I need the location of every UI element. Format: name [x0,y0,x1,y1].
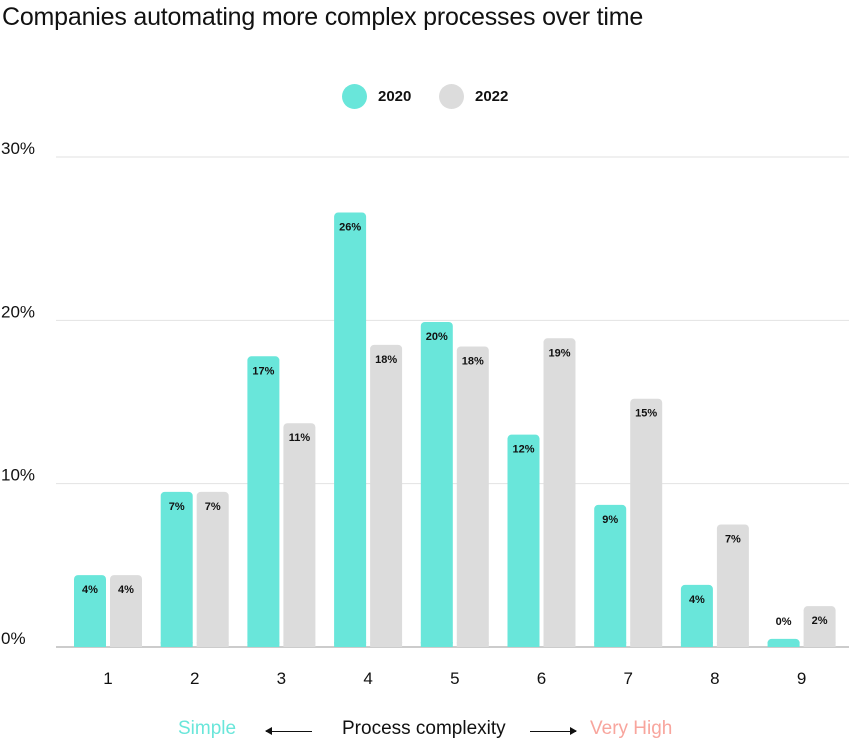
x-tick-label: 6 [537,669,546,688]
data-label-2020-8: 4% [689,594,705,606]
bar-2022-7 [630,398,663,647]
bar-2020-3 [247,356,280,647]
bar-base-2022-6 [543,642,576,647]
data-label-2020-5: 20% [426,331,448,343]
bar-base-2022-9 [803,642,836,647]
bar-base-2022-4 [370,642,403,647]
x-caption-very-high: Very High [590,718,673,739]
legend-swatch-2022 [439,84,464,109]
x-tick-label: 4 [363,669,372,688]
x-tick-label: 9 [797,669,806,688]
bar-2020-1 [74,575,106,647]
bar-base-2020-6 [507,642,540,647]
bar-2020-8 [680,584,713,647]
left-arrow-icon [265,727,312,735]
legend-item-2022: 2022 [439,84,508,109]
x-axis-label: Process complexity [342,718,506,739]
bar-base-2020-8 [680,642,713,647]
data-label-2020-1: 4% [82,584,98,596]
x-tick-label: 8 [710,669,719,688]
bar-base-2022-7 [630,642,663,647]
data-label-2022-3: 11% [289,432,311,444]
bar-base-2022-8 [716,642,749,647]
bar-base-2020-9 [767,642,800,647]
bar-2020-4 [334,212,367,648]
data-label-2022-7: 15% [635,408,657,420]
legend-label-2020: 2020 [378,88,412,105]
bar-2022-9 [803,606,836,647]
data-label-2020-9: 0% [776,616,792,628]
y-tick-label: 30% [1,139,35,158]
bar-2022-4 [370,344,403,647]
x-tick-label: 5 [450,669,459,688]
bar-base-2020-5 [420,642,453,647]
y-tick-label: 10% [1,466,35,485]
bar-2022-6 [543,338,576,647]
bar-2022-5 [456,346,489,647]
legend-swatch-2020 [342,84,367,109]
data-label-2020-7: 9% [602,514,618,526]
x-tick-label: 3 [277,669,286,688]
bar-base-2020-1 [74,642,106,647]
data-label-2020-4: 26% [339,222,361,234]
data-label-2020-3: 17% [252,365,274,377]
bar-base-2020-7 [594,642,627,647]
bar-base-2020-2 [160,642,193,647]
bar-2020-5 [420,321,453,647]
right-arrow-icon [530,727,577,735]
y-tick-label: 0% [1,629,26,648]
chart-title: Companies automating more complex proces… [2,3,644,31]
legend: 2020 2022 [0,84,849,114]
data-label-2022-9: 2% [812,615,828,627]
bar-2022-8 [716,524,749,647]
y-tick-label: 20% [1,302,35,321]
data-label-2022-6: 19% [548,347,570,359]
x-tick-label: 1 [103,669,112,688]
x-axis-caption: Simple Process complexity Very High [0,718,849,744]
data-label-2022-1: 4% [118,584,134,596]
x-tick-label: 2 [190,669,199,688]
bar-base-2022-5 [456,642,489,647]
x-tick-label: 7 [623,669,632,688]
data-label-2020-6: 12% [512,444,534,456]
bar-base-2020-4 [334,642,367,647]
bar-2020-7 [594,504,627,647]
bar-base-2020-3 [247,642,280,647]
x-caption-simple: Simple [178,718,237,739]
bar-2022-3 [283,423,316,647]
bar-2020-2 [160,491,193,647]
bar-2022-1 [110,575,142,647]
bar-2020-6 [507,434,540,647]
bar-base-2022-1 [110,642,142,647]
data-label-2022-8: 7% [725,534,741,546]
data-label-2022-2: 7% [205,501,221,513]
legend-label-2022: 2022 [475,88,509,105]
data-label-2020-2: 7% [169,501,185,513]
bar-2022-2 [196,491,229,647]
legend-item-2020: 2020 [342,84,411,109]
data-label-2022-5: 18% [462,355,484,367]
bar-base-2022-3 [283,642,316,647]
bar-base-2022-2 [196,642,229,647]
data-label-2022-4: 18% [375,354,397,366]
